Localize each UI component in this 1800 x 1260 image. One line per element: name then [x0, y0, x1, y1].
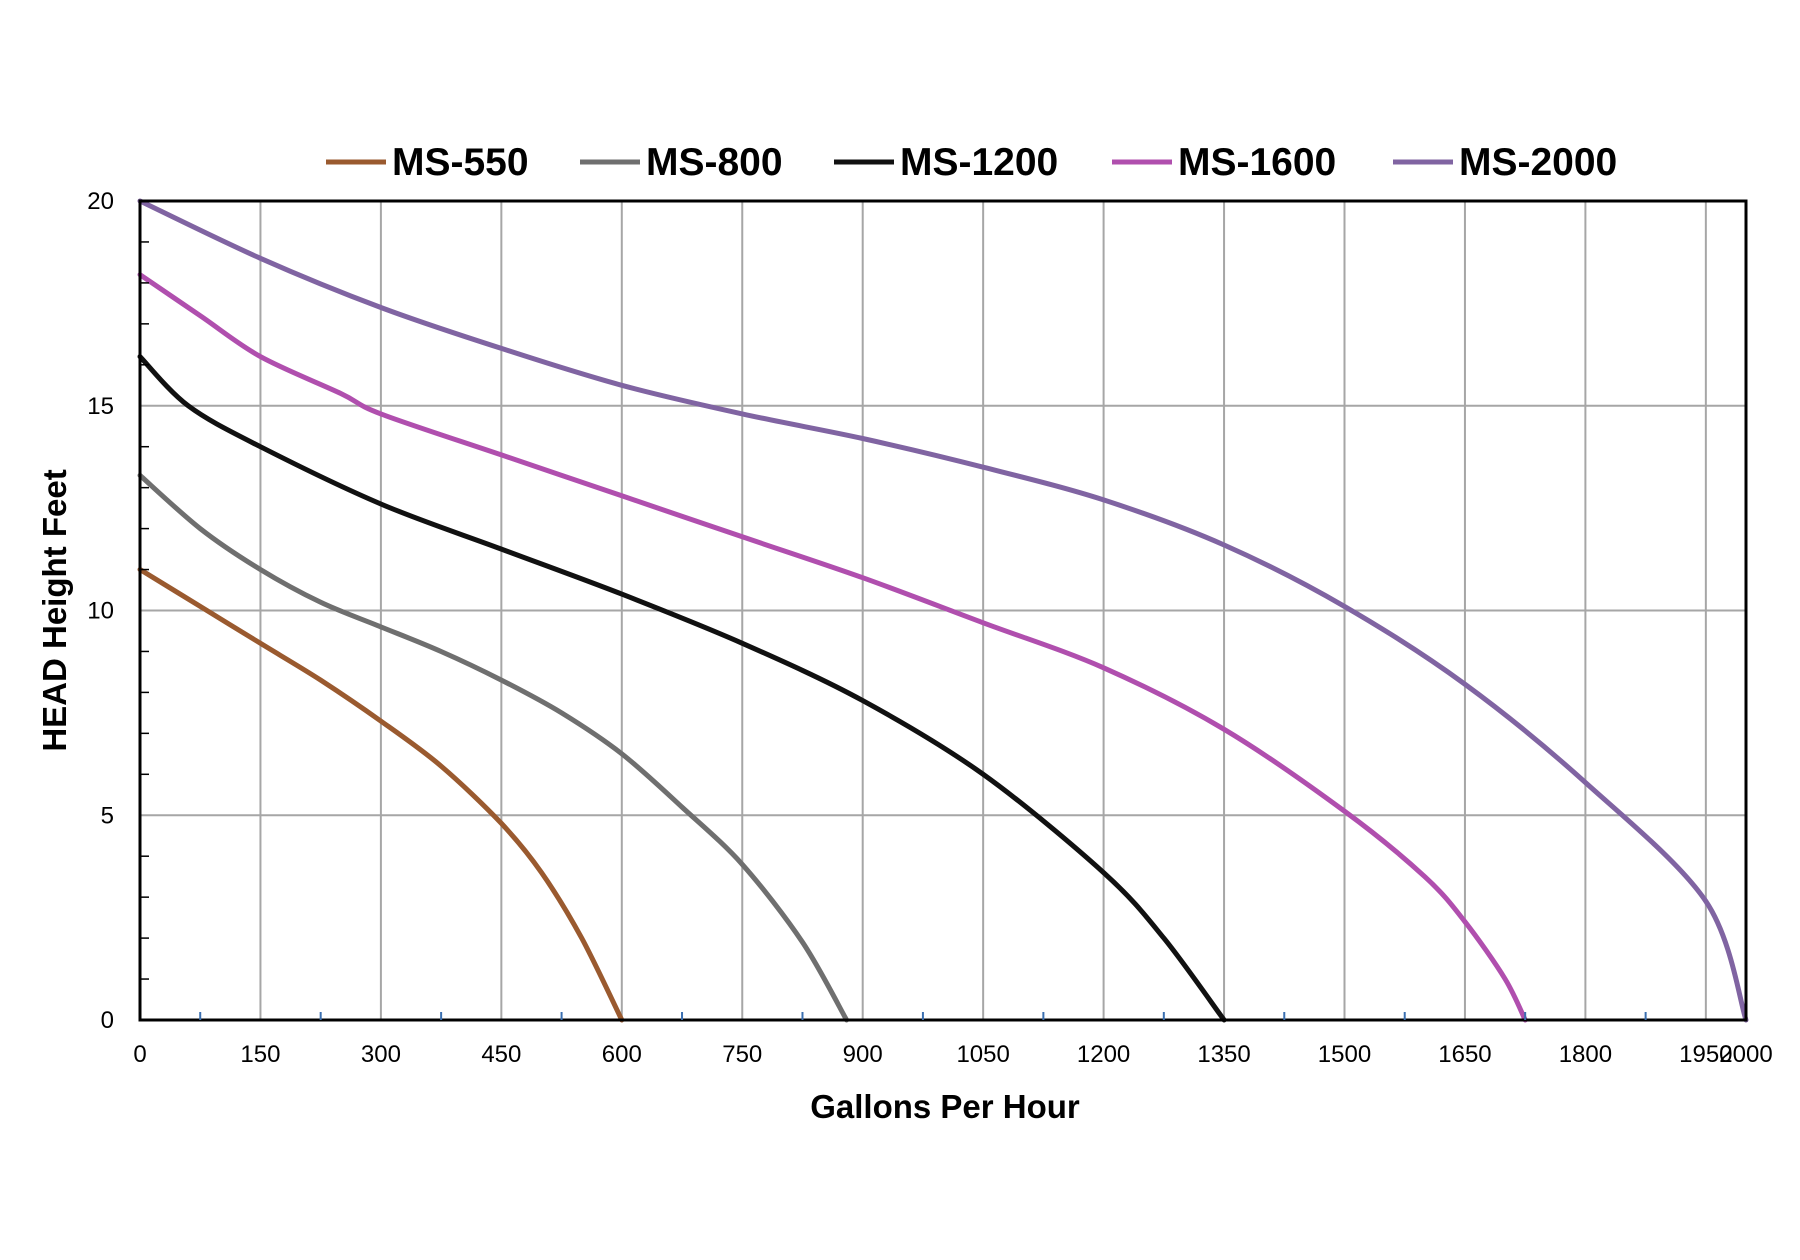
- legend-label: MS-1600: [1178, 141, 1336, 184]
- series-line-ms-550: [137, 567, 625, 1023]
- x-tick-label: 2000: [1719, 1041, 1772, 1068]
- series-line-ms-800: [137, 472, 850, 1023]
- series-line-ms-1200: [137, 354, 1227, 1023]
- y-tick-label: 20: [87, 188, 114, 215]
- x-tick-label: 1200: [1077, 1041, 1130, 1068]
- series-line-ms-2000: [137, 198, 1749, 1023]
- x-tick-label: 1050: [956, 1041, 1009, 1068]
- y-tick-labels: 0 5 10 15 20: [87, 188, 114, 1034]
- legend-item-ms-2000: MS-2000: [1393, 141, 1617, 184]
- legend-label: MS-2000: [1459, 141, 1617, 184]
- x-tick-label: 900: [843, 1041, 883, 1068]
- x-tick-label: 1650: [1438, 1041, 1491, 1068]
- series-line-ms-1600: [137, 272, 1528, 1023]
- plot-frame: [138, 199, 1748, 1022]
- grid: [139, 200, 1746, 1021]
- y-tick-label: 5: [101, 802, 114, 829]
- legend-item-ms-1600: MS-1600: [1112, 141, 1336, 184]
- x-tick-label: 1500: [1318, 1041, 1371, 1068]
- x-tick-label: 300: [361, 1041, 401, 1068]
- y-tick-label: 15: [87, 393, 114, 420]
- x-axis-label: Gallons Per Hour: [810, 1088, 1080, 1125]
- x-tick-label: 0: [133, 1041, 146, 1068]
- y-tick-label: 0: [101, 1007, 114, 1034]
- x-tick-label: 1800: [1559, 1041, 1612, 1068]
- x-tick-label: 1950: [1679, 1041, 1732, 1068]
- x-tick-label: 450: [481, 1041, 521, 1068]
- series-lines: [137, 198, 1749, 1023]
- legend-label: MS-550: [392, 141, 529, 184]
- legend-item-ms-550: MS-550: [326, 141, 529, 184]
- legend-label: MS-1200: [900, 141, 1058, 184]
- minor-ticks: [140, 241, 1647, 1020]
- legend-item-ms-1200: MS-1200: [834, 141, 1058, 184]
- y-tick-label: 10: [87, 598, 114, 625]
- legend-item-ms-800: MS-800: [580, 141, 783, 184]
- x-tick-label: 750: [722, 1041, 762, 1068]
- legend: MS-550 MS-800 MS-1200 MS-1600 MS-2000: [326, 141, 1617, 184]
- x-tick-labels: 0 150 300 450 600 750 900 1050 1200 1350 1500 1650 1…: [133, 1041, 1772, 1068]
- x-tick-label: 600: [602, 1041, 642, 1068]
- x-tick-label: 1350: [1197, 1041, 1250, 1068]
- y-axis-label: HEAD Height Feet: [36, 469, 73, 751]
- x-tick-label: 150: [240, 1041, 280, 1068]
- legend-label: MS-800: [646, 141, 783, 184]
